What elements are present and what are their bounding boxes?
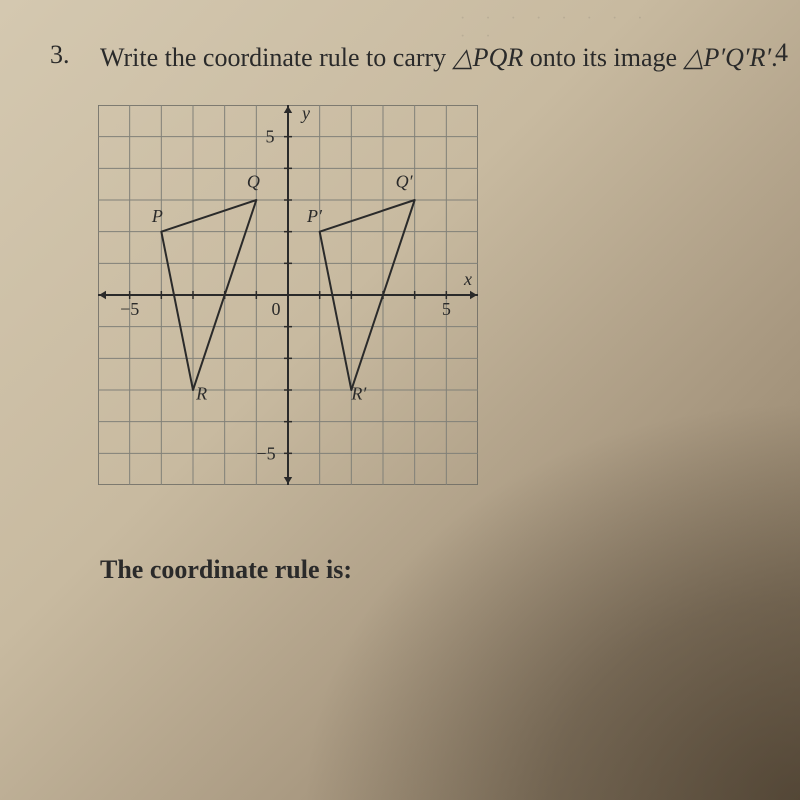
answer-prompt: The coordinate rule is: (100, 555, 780, 585)
triangle-pqr: △PQR (453, 43, 524, 72)
coordinate-graph: −5 5 5 −5 0 y x P Q R P′ Q′ R′ (98, 105, 780, 485)
svg-text:0: 0 (272, 299, 281, 319)
svg-text:−5: −5 (120, 299, 139, 319)
svg-text:R: R (195, 384, 207, 404)
svg-text:−5: −5 (256, 443, 275, 463)
question-text-pre: Write the coordinate rule to carry (100, 43, 453, 72)
svg-text:y: y (300, 105, 310, 123)
graph-svg: −5 5 5 −5 0 y x P Q R P′ Q′ R′ (98, 105, 478, 485)
svg-text:5: 5 (442, 299, 451, 319)
svg-text:R′: R′ (350, 384, 367, 404)
svg-text:x: x (463, 269, 472, 289)
triangle-pqr-prime: △P′Q′R′ (684, 43, 772, 72)
paper-texture-specks: · · · · · · · · · · (460, 10, 660, 35)
svg-text:5: 5 (266, 127, 275, 147)
question-text-mid: onto its image (523, 43, 683, 72)
question-block: 3. Write the coordinate rule to carry △P… (50, 40, 780, 75)
svg-text:P′: P′ (306, 206, 323, 226)
svg-text:Q′: Q′ (396, 171, 414, 191)
question-number: 3. (50, 40, 80, 70)
svg-text:Q: Q (247, 171, 260, 191)
svg-text:P: P (151, 206, 163, 226)
question-text: Write the coordinate rule to carry △PQR … (100, 40, 780, 75)
next-question-number-fragment: 4 (775, 38, 788, 68)
